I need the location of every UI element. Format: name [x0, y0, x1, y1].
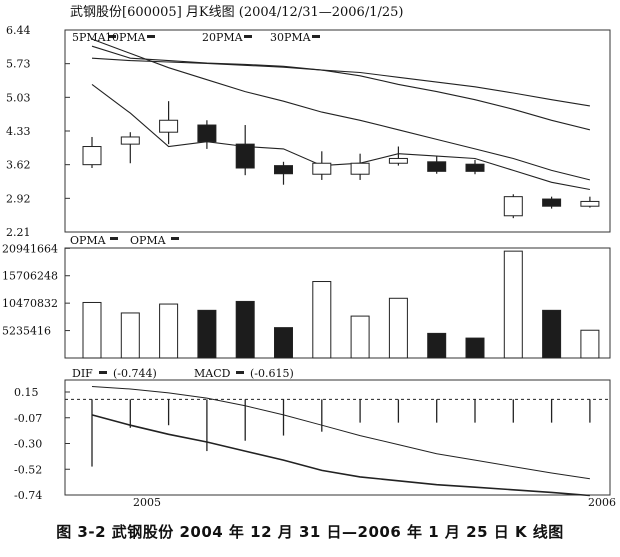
candle-body — [274, 165, 293, 175]
volume-y-tick-label: 5235416 — [2, 325, 51, 338]
ma-legend-label: 5PMA — [72, 31, 107, 44]
macd-y-tick-label: -0.52 — [14, 463, 42, 476]
price-panel-frame — [64, 29, 611, 233]
candle-body — [120, 136, 140, 145]
candle-body — [197, 124, 217, 143]
candle-body — [465, 163, 485, 172]
macd-legend-swatch — [99, 371, 107, 374]
candle-body — [542, 198, 562, 207]
ma-legend-swatch — [244, 35, 252, 38]
volume-bar — [312, 281, 332, 359]
volume-bar — [580, 329, 600, 359]
price-y-tick-label: 5.03 — [6, 91, 31, 104]
price-y-tick-label: 4.33 — [6, 125, 31, 138]
price-y-tick-label: 6.44 — [6, 24, 31, 37]
candle-body — [427, 161, 447, 172]
volume-bar — [159, 303, 179, 359]
volume-legend-label: OPMA — [130, 234, 167, 247]
volume-bar — [503, 250, 523, 359]
candle-body — [580, 200, 600, 207]
volume-legend-swatch — [110, 237, 118, 240]
macd-panel-frame — [64, 379, 611, 496]
macd-legend-label: DIF — [72, 367, 93, 380]
macd-legend-swatch — [236, 371, 244, 374]
macd-legend-label: MACD — [194, 367, 231, 380]
ma-line-20pma — [91, 57, 590, 107]
candle-body — [350, 162, 370, 175]
macd-line-dif — [91, 414, 590, 497]
ma-legend-swatch — [147, 35, 155, 38]
volume-y-tick-label: 15706248 — [2, 270, 58, 283]
candle-body — [159, 119, 179, 133]
x-tick-label: 2006 — [588, 496, 616, 509]
candle-body — [388, 157, 408, 164]
volume-y-tick-label: 10470832 — [2, 297, 58, 310]
figure-caption: 图 3-2 武钢股份 2004 年 12 月 31 日—2006 年 1 月 2… — [56, 523, 564, 541]
price-y-tick-label: 2.92 — [6, 192, 31, 205]
volume-bar — [274, 327, 293, 359]
volume-legend-swatch — [171, 237, 179, 240]
volume-bar — [235, 300, 255, 359]
ma-line-5pma — [91, 83, 591, 191]
chart-title: 武钢股份[600005] 月K线图 (2004/12/31—2006/1/25) — [70, 5, 403, 20]
volume-legend-label: OPMA — [70, 234, 107, 247]
candle-body — [503, 196, 523, 217]
volume-bar — [542, 309, 562, 359]
volume-bar — [465, 337, 485, 359]
ma-line-10pma — [91, 38, 591, 181]
ma-legend-swatch — [108, 35, 116, 38]
macd-y-tick-label: -0.74 — [14, 489, 42, 502]
volume-y-tick-label: 20941664 — [2, 242, 58, 255]
volume-bar — [197, 309, 217, 359]
candle-body — [82, 146, 102, 166]
macd-legend-value: (-0.615) — [250, 367, 294, 380]
macd-y-tick-label: -0.07 — [14, 412, 42, 425]
ma-legend-label: 10PMA — [105, 31, 147, 44]
price-y-tick-label: 2.21 — [6, 226, 31, 239]
ma-legend-swatch — [312, 35, 320, 38]
x-tick-label: 2005 — [133, 496, 161, 509]
price-y-tick-label: 5.73 — [6, 58, 31, 71]
ma-legend-label: 20PMA — [202, 31, 244, 44]
volume-bar — [82, 301, 102, 359]
macd-legend-value: (-0.744) — [113, 367, 157, 380]
candle-body — [235, 143, 255, 169]
candle-body — [312, 162, 332, 175]
macd-y-tick-label: 0.15 — [14, 386, 39, 399]
macd-line-macd — [91, 386, 590, 480]
volume-bar — [427, 332, 447, 359]
ma-legend-label: 30PMA — [270, 31, 312, 44]
volume-bar — [388, 297, 408, 359]
volume-bar — [350, 315, 370, 359]
volume-panel-frame — [64, 247, 611, 359]
volume-bar — [120, 312, 140, 359]
price-y-tick-label: 3.62 — [6, 159, 31, 172]
ma-line-30pma — [91, 45, 591, 131]
macd-y-tick-label: -0.30 — [14, 438, 42, 451]
